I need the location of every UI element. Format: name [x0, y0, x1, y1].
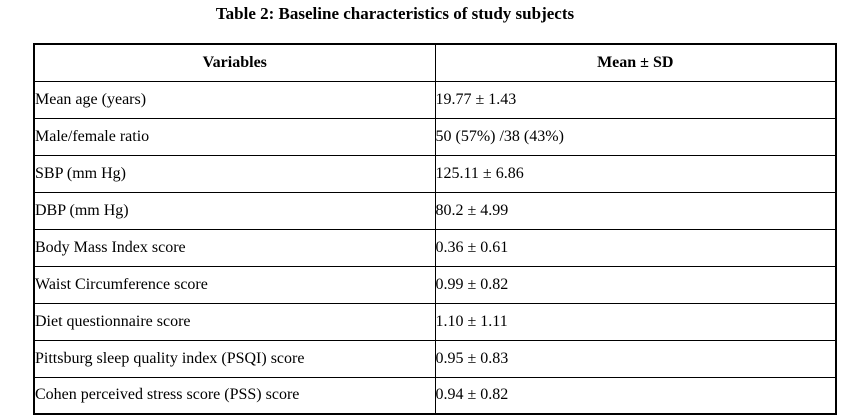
table-row: Cohen perceived stress score (PSS) score…: [33, 376, 837, 415]
variable-cell: Mean age (years): [33, 80, 436, 119]
table-row: Pittsburg sleep quality index (PSQI) sco…: [33, 339, 837, 378]
variable-cell: DBP (mm Hg): [33, 191, 436, 230]
value-cell: 0.99 ± 0.82: [434, 265, 837, 304]
table-row: Mean age (years) 19.77 ± 1.43: [33, 80, 837, 119]
variable-cell: Body Mass Index score: [33, 228, 436, 267]
table-row: Diet questionnaire score 1.10 ± 1.11: [33, 302, 837, 341]
value-cell: 1.10 ± 1.11: [434, 302, 837, 341]
value-cell: 0.36 ± 0.61: [434, 228, 837, 267]
value-cell: 80.2 ± 4.99: [434, 191, 837, 230]
value-cell: 125.11 ± 6.86: [434, 154, 837, 193]
table-caption: Table 2: Baseline characteristics of stu…: [215, 4, 575, 23]
variable-cell: Waist Circumference score: [33, 265, 436, 304]
variable-cell: Pittsburg sleep quality index (PSQI) sco…: [33, 339, 436, 378]
table-row: Male/female ratio 50 (57%) /38 (43%): [33, 117, 837, 156]
table-row: DBP (mm Hg) 80.2 ± 4.99: [33, 191, 837, 230]
value-cell: 0.94 ± 0.82: [434, 376, 837, 415]
table-row: SBP (mm Hg) 125.11 ± 6.86: [33, 154, 837, 193]
value-cell: 19.77 ± 1.43: [434, 80, 837, 119]
value-cell: 0.95 ± 0.83: [434, 339, 837, 378]
variable-cell: Male/female ratio: [33, 117, 436, 156]
table-row: Body Mass Index score 0.36 ± 0.61: [33, 228, 837, 267]
variable-cell: SBP (mm Hg): [33, 154, 436, 193]
table-row: Waist Circumference score 0.99 ± 0.82: [33, 265, 837, 304]
table-header-row: Variables Mean ± SD: [33, 43, 837, 82]
variable-cell: Diet questionnaire score: [33, 302, 436, 341]
variable-cell: Cohen perceived stress score (PSS) score: [33, 376, 436, 415]
value-cell: 50 (57%) /38 (43%): [434, 117, 837, 156]
header-mean-sd: Mean ± SD: [434, 43, 837, 82]
baseline-characteristics-table: Variables Mean ± SD Mean age (years) 19.…: [33, 43, 837, 415]
header-variables: Variables: [33, 43, 436, 82]
